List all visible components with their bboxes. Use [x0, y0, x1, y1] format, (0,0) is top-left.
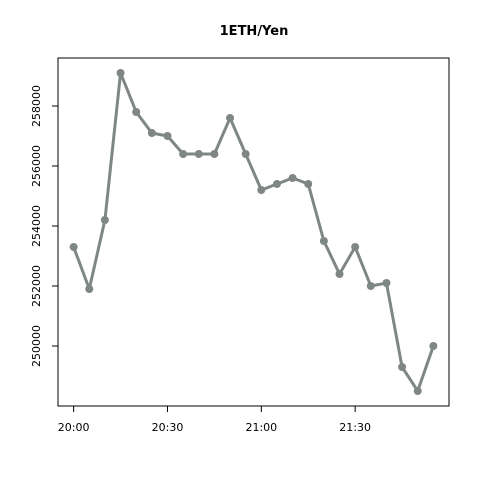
- x-tick-label: 21:00: [245, 421, 277, 434]
- data-point: [116, 69, 125, 77]
- series-line: [72, 71, 435, 393]
- y-tick-label: 250000: [30, 325, 43, 367]
- chart-title: 1ETH/Yen: [220, 24, 289, 39]
- data-point: [398, 363, 407, 371]
- data-point: [304, 180, 313, 188]
- data-point: [319, 237, 328, 245]
- y-tick-label: 254000: [30, 205, 43, 247]
- data-point: [179, 150, 188, 158]
- data-point: [163, 132, 172, 140]
- data-point: [382, 279, 391, 287]
- data-point: [132, 108, 141, 116]
- data-point: [413, 387, 422, 395]
- y-axis: 250000 252000 254000 256000 258000: [30, 85, 58, 367]
- y-tick-label: 252000: [30, 265, 43, 307]
- data-point: [69, 243, 78, 251]
- data-point: [257, 186, 266, 194]
- data-point: [429, 342, 438, 350]
- data-point: [147, 129, 156, 137]
- data-point: [226, 114, 235, 122]
- x-axis: 20:00 20:30 21:00 21:30: [58, 406, 371, 434]
- data-point: [210, 150, 219, 158]
- data-point: [85, 285, 94, 293]
- y-tick-label: 256000: [30, 145, 43, 187]
- data-point: [100, 216, 109, 224]
- data-point: [288, 174, 297, 182]
- data-point: [241, 150, 250, 158]
- data-point: [272, 180, 281, 188]
- x-tick-label: 21:30: [339, 421, 371, 434]
- data-point: [335, 270, 344, 278]
- x-tick-label: 20:00: [58, 421, 90, 434]
- y-tick-label: 258000: [30, 85, 43, 127]
- data-point: [366, 282, 375, 290]
- data-point: [351, 243, 360, 251]
- x-tick-label: 20:30: [152, 421, 184, 434]
- data-point: [194, 150, 203, 158]
- series-layer: [69, 69, 438, 395]
- plot-frame: [57, 57, 450, 407]
